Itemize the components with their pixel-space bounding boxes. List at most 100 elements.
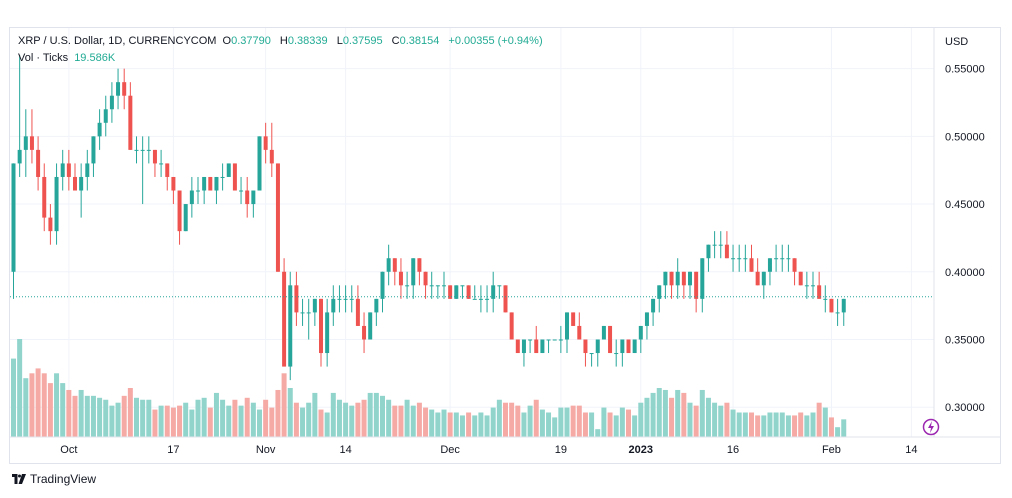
volume-bar: [244, 397, 250, 437]
candle-body: [189, 190, 194, 205]
candle-body: [208, 176, 213, 191]
candle-body: [497, 285, 502, 287]
volume-bar: [466, 412, 472, 437]
candle-body: [85, 163, 90, 177]
candle-body: [140, 149, 145, 151]
volume-bar: [810, 412, 816, 437]
candle-body: [638, 325, 643, 340]
volume-bar: [447, 412, 453, 437]
candle-body: [761, 271, 766, 286]
volume-bar: [146, 399, 152, 437]
candle-body: [36, 149, 41, 177]
volume-bar: [749, 412, 754, 437]
candle-body: [288, 285, 293, 367]
candle-body: [294, 285, 299, 313]
candle-body: [454, 285, 459, 299]
candle-body: [804, 285, 809, 287]
legend-symbol: XRP / U.S. Dollar, 1D, CURRENCYCOM: [18, 35, 217, 47]
volume-bar: [767, 412, 773, 437]
candle-body: [11, 163, 16, 272]
volume-bar: [158, 405, 164, 437]
volume-bar: [324, 412, 330, 437]
candle-body: [817, 285, 822, 299]
volume-bar: [453, 412, 459, 437]
price-tick-label: 0.45000: [945, 199, 985, 211]
legend-ohlc: XRP / U.S. Dollar, 1D, CURRENCYCOM O0.37…: [18, 35, 546, 47]
volume-bar: [115, 402, 121, 437]
time-axis[interactable]: Oct 17 Nov 14 Dec 19 2023 16 Feb 14: [60, 444, 917, 456]
time-tick-label: 2023: [629, 444, 653, 456]
chart-frame: [9, 27, 1001, 464]
volume-bar: [97, 397, 103, 437]
volume-bar: [103, 399, 109, 437]
candle-body: [792, 258, 797, 272]
candle-body: [275, 163, 280, 272]
candle-body: [116, 82, 121, 96]
volume-bar: [656, 388, 662, 437]
candle-body: [478, 298, 483, 300]
volume-bar: [503, 402, 508, 437]
candle-body: [841, 298, 846, 313]
candle-body: [251, 190, 256, 205]
candle-body: [134, 149, 139, 151]
time-tick-label: 14: [339, 444, 351, 456]
candle-body: [331, 298, 336, 313]
volume-bar: [17, 339, 23, 437]
volume-bar: [47, 383, 53, 437]
candle-body: [282, 271, 287, 367]
candle-body: [152, 149, 157, 164]
candle-body: [239, 190, 244, 192]
tradingview-attribution[interactable]: TradingView: [12, 472, 96, 486]
volume-bar: [435, 412, 441, 437]
candle-body: [743, 258, 748, 260]
candle-body: [644, 312, 649, 326]
volume-bar: [398, 405, 404, 437]
volume-bar: [705, 397, 711, 437]
volume-bar: [539, 409, 545, 437]
volume-bar: [521, 412, 527, 437]
candle-body: [663, 271, 668, 286]
volume-bar: [792, 415, 798, 437]
volume-bar: [318, 409, 324, 437]
candle-body: [491, 285, 496, 299]
legend-change: +0.00355 (+0.94%): [448, 35, 543, 47]
volume-bar: [779, 412, 785, 437]
candle-body: [724, 244, 729, 259]
volume-bar: [226, 405, 232, 437]
candle-body: [737, 258, 742, 260]
volume-bar: [23, 378, 29, 437]
candle-body: [472, 298, 477, 300]
volume-bar: [626, 409, 631, 437]
volume-bar: [515, 405, 521, 437]
candle-body: [54, 176, 59, 232]
volume-bar: [564, 407, 570, 437]
volume-bar: [724, 402, 730, 437]
volume-bar: [742, 412, 748, 437]
candle-body: [349, 298, 354, 300]
candle-body: [343, 298, 348, 300]
candle-body: [509, 312, 514, 340]
candle-body: [79, 176, 84, 191]
go-to-realtime-icon[interactable]: [922, 418, 940, 436]
volume-bar: [257, 409, 262, 437]
time-tick-label: 19: [555, 444, 567, 456]
volume-bar: [201, 397, 207, 437]
candle-body: [214, 176, 219, 191]
candle-body: [651, 298, 656, 313]
candle-body: [571, 312, 576, 326]
candle-body: [601, 325, 606, 340]
volume-bar: [386, 399, 392, 437]
volume-bar: [582, 412, 588, 437]
volume-bar: [509, 402, 515, 437]
candle-body: [423, 271, 428, 286]
legend-high-label: H: [279, 35, 288, 47]
candle-body: [515, 339, 520, 354]
price-axis[interactable]: 0.55000 0.50000 0.45000 0.40000 0.35000 0.300…: [945, 64, 985, 415]
volume-bar: [552, 417, 558, 437]
candle-body: [183, 204, 188, 232]
volume-bar: [306, 402, 312, 437]
candle-body: [429, 285, 434, 287]
volume-bar: [416, 402, 422, 437]
time-tick-label: Feb: [822, 444, 841, 456]
